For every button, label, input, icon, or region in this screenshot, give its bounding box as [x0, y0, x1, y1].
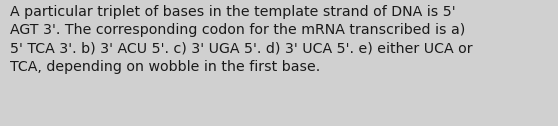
Text: A particular triplet of bases in the template strand of DNA is 5'
AGT 3'. The co: A particular triplet of bases in the tem… — [10, 5, 473, 74]
